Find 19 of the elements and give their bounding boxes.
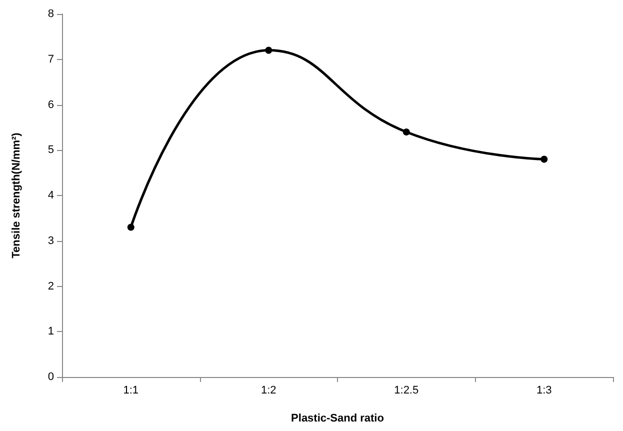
y-tick-label: 1 (48, 326, 54, 338)
y-tick-label: 6 (48, 98, 54, 111)
x-tick-label: 1:3 (536, 384, 552, 396)
y-tick-label: 3 (48, 234, 54, 247)
x-tick-label: 1:2 (260, 384, 276, 396)
x-axis-title: Plastic-Sand ratio (291, 412, 384, 424)
y-axis-title: Tensile strength(N/mm²) (10, 132, 22, 258)
y-tick-label: 4 (48, 190, 54, 202)
x-tick-label: 1:1 (123, 384, 139, 396)
y-tick-label: 7 (48, 53, 54, 66)
y-tick-label: 5 (48, 144, 54, 156)
y-tick-label: 0 (48, 371, 54, 383)
point (265, 46, 272, 54)
point (402, 128, 410, 136)
point (127, 224, 134, 231)
y-tick-label: 8 (48, 8, 54, 20)
x-tick-label: 1:2.5 (394, 384, 419, 396)
point (540, 156, 548, 163)
y-tick-label: 2 (48, 280, 54, 292)
